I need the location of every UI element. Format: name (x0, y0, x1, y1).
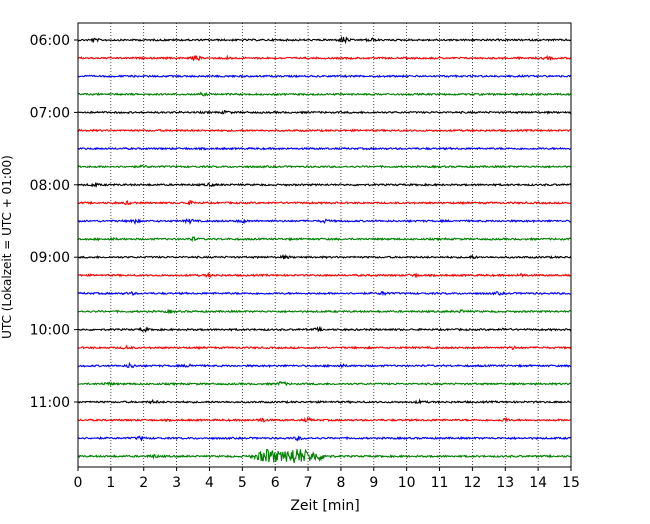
trace-line-06:00 (77, 35, 572, 45)
y-tick-label: 07:00 (30, 105, 70, 121)
trace-line-10:00 (77, 325, 572, 333)
trace-line-10:30 (77, 361, 571, 369)
x-tick-label: 10 (398, 475, 416, 491)
trace-line-08:45 (77, 236, 572, 243)
x-axis-ticks: 0 1 2 3 4 5 6 7 8 9 10 11 12 13 14 15 (74, 467, 580, 491)
trace-line-08:15 (77, 199, 572, 206)
x-tick-label: 7 (304, 475, 313, 491)
x-tick-label: 3 (172, 475, 181, 491)
trace-line-11:30 (77, 435, 572, 442)
x-tick-label: 15 (562, 475, 580, 491)
y-tick-label: 08:00 (30, 178, 70, 194)
x-tick-label: 1 (106, 475, 115, 491)
x-tick-label: 6 (271, 475, 280, 491)
trace-line-10:45 (77, 381, 571, 387)
trace-line-07:45 (77, 164, 572, 169)
plot-frame (77, 22, 572, 468)
y-tick-label: 10:00 (30, 323, 70, 339)
x-tick-label: 2 (139, 475, 148, 491)
trace-line-09:00 (77, 253, 572, 260)
trace-line-06:45 (77, 91, 572, 97)
x-tick-label: 13 (496, 475, 514, 491)
x-tick-label: 12 (463, 475, 481, 491)
x-tick-label: 5 (238, 475, 247, 491)
seismic-traces (77, 35, 572, 463)
y-tick-label: 11:00 (30, 395, 70, 411)
trace-line-11:15 (77, 416, 572, 423)
trace-line-07:30 (77, 146, 572, 151)
y-axis-label: UTC (Lokalzeit = UTC + 01:00) (0, 155, 14, 339)
x-tick-label: 4 (205, 475, 214, 491)
trace-line-06:30 (77, 73, 572, 79)
x-tick-label: 0 (74, 475, 83, 491)
trace-line-09:15 (77, 272, 571, 278)
trace-line-08:30 (77, 218, 572, 226)
x-tick-label: 14 (529, 475, 547, 491)
x-axis-label: Zeit [min] (290, 498, 359, 514)
y-tick-label: 09:00 (30, 250, 70, 266)
trace-line-09:45 (77, 308, 572, 315)
x-tick-label: 9 (369, 475, 378, 491)
grid-lines (110, 23, 539, 467)
trace-line-11:45 (77, 448, 572, 463)
x-tick-label: 11 (431, 475, 449, 491)
x-tick-label: 8 (336, 475, 345, 491)
trace-line-08:00 (77, 181, 572, 188)
trace-line-11:00 (77, 398, 572, 405)
trace-line-06:15 (77, 54, 572, 62)
y-axis-ticks: 06:00 07:00 08:00 09:00 10:00 11:00 (30, 33, 78, 411)
trace-line-09:30 (77, 290, 572, 297)
y-tick-label: 06:00 (30, 33, 70, 49)
trace-line-07:15 (77, 128, 571, 133)
trace-line-07:00 (77, 109, 572, 115)
trace-line-10:15 (77, 344, 572, 350)
